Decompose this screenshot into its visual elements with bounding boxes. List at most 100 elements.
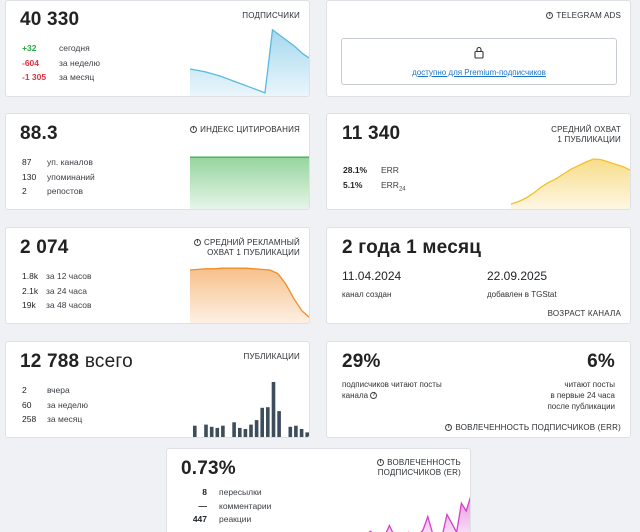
- created-label: канал создан: [342, 290, 392, 299]
- telegram-ads-card[interactable]: i TELEGRAM ADS доступно для Premium-подпи…: [326, 0, 631, 97]
- engagement-caption-text: ВОВЛЕЧЕННОСТЬ ПОДПИСЧИКОВ (ERR): [455, 423, 621, 432]
- reach-chart: [511, 158, 630, 209]
- err-label: ERR: [381, 179, 399, 190]
- premium-link[interactable]: доступно для Premium-подписчиков: [412, 68, 546, 77]
- er-caption: i ВОВЛЕЧЕННОСТЬ ПОДПИСЧИКОВ (ER): [377, 458, 461, 478]
- citation-caption: i ИНДЕКС ЦИТИРОВАНИЯ: [190, 125, 300, 135]
- stat-value: 19k: [22, 300, 36, 310]
- info-icon: i: [190, 126, 198, 134]
- reach-caption: СРЕДНИЙ ОХВАТ 1 ПУБЛИКАЦИИ: [551, 125, 621, 145]
- err-sub: 24: [398, 186, 406, 193]
- engagement-right-line: в первые 24 часа: [550, 391, 615, 400]
- posts-card[interactable]: 12 788 всего ПУБЛИКАЦИИ 2 вчера 60 за неде…: [5, 341, 310, 438]
- ad-reach-caption-text: СРЕДНИЙ РЕКЛАМНЫЙ: [204, 238, 300, 247]
- posts-stats: 2 вчера 60 за неделю 258 за месяц: [22, 383, 88, 427]
- stat-label: ERR: [381, 165, 399, 175]
- ad-reach-stats: 1.8k за 12 часов 2.1k за 24 часа 19k за 48 …: [22, 269, 92, 313]
- subscribers-card[interactable]: 40 330 ПОДПИСЧИКИ +32 сегодня -604 за неде…: [5, 0, 310, 97]
- engagement-right-value: 6%: [587, 351, 615, 372]
- stat-value: 2: [22, 186, 27, 196]
- stat-label: за неделю: [59, 57, 100, 68]
- citation-caption-text: ИНДЕКС ЦИТИРОВАНИЯ: [200, 125, 300, 134]
- chart-area: [511, 159, 630, 209]
- ad-reach-value: 2 074: [20, 237, 69, 258]
- chart-area: [369, 498, 470, 532]
- telegram-ads-caption: i TELEGRAM ADS: [546, 11, 621, 21]
- created-date: 11.04.2024: [342, 269, 402, 283]
- engagement-right-text: читают посты в первые 24 часа после публ…: [547, 379, 615, 412]
- er-caption-line: ПОДПИСЧИКОВ (ER): [377, 468, 461, 477]
- engagement-right-line: после публикации: [547, 402, 615, 411]
- added-label: добавлен в TGStat: [487, 290, 557, 299]
- stat-value: 130: [22, 171, 37, 182]
- reach-card[interactable]: 11 340 СРЕДНИЙ ОХВАТ 1 ПУБЛИКАЦИИ 28.1% ER…: [326, 113, 631, 210]
- stat-value: 87: [22, 157, 32, 167]
- stat-row: 1.8k за 12 часов: [22, 269, 92, 284]
- chart-bar: [221, 425, 225, 437]
- chart-area: [190, 268, 309, 323]
- question-icon[interactable]: ?: [370, 392, 378, 400]
- chart-bar: [299, 429, 304, 437]
- reach-value: 11 340: [342, 123, 401, 144]
- chart-bar: [305, 432, 309, 437]
- er-caption-line: i ВОВЛЕЧЕННОСТЬ: [377, 458, 461, 468]
- posts-caption: ПУБЛИКАЦИИ: [243, 352, 300, 361]
- er-caption-text: ВОВЛЕЧЕННОСТЬ: [387, 458, 461, 467]
- stat-value: -1 305: [22, 72, 47, 82]
- engagement-left-line: подписчиков читают посты: [342, 380, 442, 389]
- stat-value: 2.1k: [22, 285, 39, 296]
- stat-value: 60: [22, 399, 32, 410]
- reach-caption-line: 1 ПУБЛИКАЦИИ: [557, 135, 621, 144]
- engagement-left-line-text: канала: [342, 391, 369, 400]
- ad-reach-caption-line: ОХВАТ 1 ПУБЛИКАЦИИ: [207, 248, 300, 257]
- subscribers-value: 40 330: [20, 9, 80, 30]
- er-chart: [368, 496, 470, 532]
- stat-value: 1.8k: [22, 271, 39, 281]
- chart-area: [190, 157, 309, 209]
- subscribers-stats: +32 сегодня -604 за неделю -1 305 за месяц: [22, 41, 100, 85]
- ad-reach-chart: [190, 267, 309, 323]
- posts-unit: всего: [84, 351, 133, 372]
- premium-box[interactable]: доступно для Premium-подписчиков: [341, 38, 617, 85]
- engagement-left-line: канала ?: [342, 390, 442, 401]
- stat-label: за неделю: [47, 399, 88, 410]
- channel-age-caption: ВОЗРАСТ КАНАЛА: [547, 309, 621, 318]
- chart-bar: [271, 382, 276, 437]
- info-icon: i: [546, 12, 554, 20]
- stat-row: 8 пересылки: [181, 486, 271, 500]
- engagement-card[interactable]: 29% подписчиков читают посты канала ? 6%…: [326, 341, 631, 438]
- stat-label: вчера: [47, 385, 70, 395]
- er-card[interactable]: 0.73% i ВОВЛЕЧЕННОСТЬ ПОДПИСЧИКОВ (ER) 8 пе…: [166, 448, 471, 532]
- stat-row: 130 упоминаний: [22, 170, 95, 185]
- stat-row: 2 вчера: [22, 383, 88, 398]
- stat-value: 8: [202, 487, 207, 497]
- info-icon: i: [194, 239, 202, 247]
- reach-caption-line: СРЕДНИЙ ОХВАТ: [551, 125, 621, 134]
- chart-line: [190, 267, 309, 318]
- ad-reach-caption-line: i СРЕДНИЙ РЕКЛАМНЫЙ: [194, 238, 300, 248]
- stat-row: 60 за неделю: [22, 398, 88, 413]
- stat-row: 28.1% ERR: [343, 163, 406, 178]
- chart-bar: [193, 425, 197, 437]
- posts-chart: [193, 382, 309, 437]
- stat-label: пересылки: [219, 487, 262, 497]
- chart-line: [511, 158, 630, 205]
- stat-row: 19k за 48 часов: [22, 298, 92, 313]
- citation-card[interactable]: 88.3 i ИНДЕКС ЦИТИРОВАНИЯ 87 уп. каналов 1…: [5, 113, 310, 210]
- stat-row: — комментарии: [181, 500, 272, 514]
- channel-age-value: 2 года 1 месяц: [342, 237, 482, 258]
- chart-area: [190, 29, 309, 96]
- chart-bar: [254, 420, 259, 437]
- er-value: 0.73%: [181, 458, 236, 479]
- stat-value: 28.1%: [343, 165, 368, 175]
- stat-row: -604 за неделю: [22, 56, 100, 71]
- stat-label: уп. каналов: [47, 157, 93, 167]
- chart-bar: [238, 427, 242, 437]
- ad-reach-card[interactable]: 2 074 i СРЕДНИЙ РЕКЛАМНЫЙ ОХВАТ 1 ПУБЛИКАЦ…: [5, 227, 310, 324]
- stat-label: за 24 часа: [46, 285, 87, 296]
- stat-label: упоминаний: [47, 171, 95, 182]
- channel-age-card[interactable]: 2 года 1 месяц 11.04.2024 канал создан 2…: [326, 227, 631, 324]
- stat-row: +32 сегодня: [22, 41, 100, 56]
- chart-bar: [204, 424, 208, 437]
- chart-bar: [288, 426, 293, 437]
